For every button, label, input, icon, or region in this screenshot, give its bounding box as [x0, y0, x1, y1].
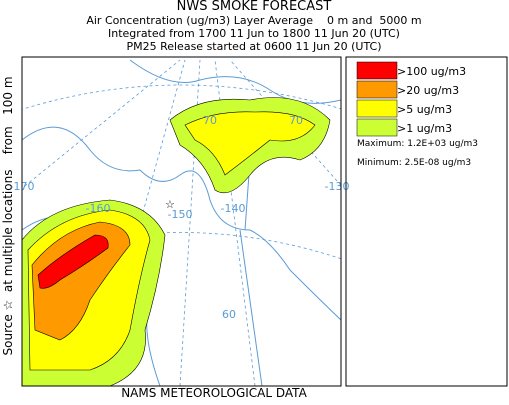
footer: NAMS METEOROLOGICAL DATA [121, 386, 307, 400]
grid-label: -150 [168, 208, 193, 221]
title: NWS SMOKE FORECAST [177, 0, 332, 14]
grid-label: 70 [203, 114, 217, 127]
map-content: ☆ [22, 59, 341, 386]
legend-swatch [356, 80, 398, 99]
grid-label: -130 [325, 180, 350, 193]
grid-label: -160 [86, 202, 111, 215]
legend-maximum: Maximum: 1.2E+03 ug/m3 [357, 139, 478, 149]
subtitle: Integrated from 1700 11 Jun to 1800 11 J… [108, 27, 400, 40]
source-marker: ☆ [165, 198, 175, 211]
map-frame [21, 56, 342, 387]
legend-label: >1 ug/m3 [397, 122, 452, 135]
grid-label: 60 [222, 308, 236, 321]
subtitle: Air Concentration (ug/m3) Layer Average … [86, 14, 421, 27]
grid-label: -140 [221, 202, 246, 215]
legend-swatch [356, 99, 398, 118]
legend: >100 ug/m3 >20 ug/m3 >5 ug/m3 >1 ug/m3 Maxi… [345, 56, 508, 387]
legend-label: >5 ug/m3 [397, 103, 452, 116]
legend-minimum: Minimum: 2.5E-08 ug/m3 [357, 158, 471, 168]
legend-frame [345, 56, 508, 387]
subtitle: PM25 Release started at 0600 11 Jun 20 (… [126, 40, 381, 53]
legend-items: >100 ug/m3 >20 ug/m3 >5 ug/m3 >1 ug/m3 [356, 61, 466, 137]
smoke-plumes [22, 97, 331, 386]
legend-swatch [356, 61, 398, 80]
grid-label: 70 [289, 114, 303, 127]
legend-swatch [356, 118, 398, 137]
legend-label: >100 ug/m3 [397, 65, 466, 78]
legend-label: >20 ug/m3 [397, 84, 459, 97]
side-label: Source ☆ at multiple locations from 100 … [1, 76, 15, 355]
